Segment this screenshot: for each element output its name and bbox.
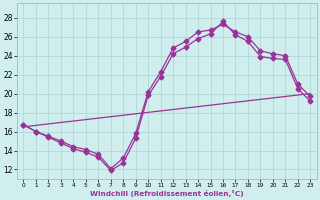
X-axis label: Windchill (Refroidissement éolien,°C): Windchill (Refroidissement éolien,°C) xyxy=(90,190,244,197)
